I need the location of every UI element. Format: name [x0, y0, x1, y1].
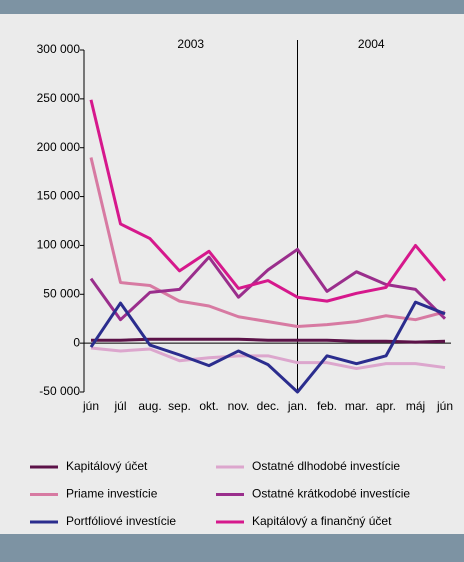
series-line	[89, 99, 447, 303]
legend-label: Priame investície	[66, 487, 158, 501]
x-tick-label: apr.	[376, 399, 396, 413]
series-line	[89, 247, 447, 322]
y-tick-label: 50 000	[43, 286, 80, 300]
y-tick-label: -50 000	[39, 384, 80, 398]
legend-label: Portfóliové investície	[66, 514, 176, 528]
x-tick-label: jún	[436, 399, 453, 413]
series-line	[90, 346, 446, 371]
x-tick-label: mar.	[345, 399, 368, 413]
x-tick-label: júl	[113, 399, 126, 413]
x-tick-label: máj	[406, 399, 425, 413]
y-tick-label: 0	[73, 335, 80, 349]
y-tick-label: 300 000	[37, 42, 81, 56]
year-label: 2003	[177, 37, 204, 51]
x-tick-label: nov.	[228, 399, 250, 413]
y-tick-label: 100 000	[37, 238, 81, 252]
x-tick-label: jún	[82, 399, 99, 413]
year-label: 2004	[358, 37, 385, 51]
y-tick-label: 200 000	[37, 140, 81, 154]
legend-label: Kapitálový a finančný účet	[252, 514, 392, 528]
x-tick-label: aug.	[138, 399, 161, 413]
series-line	[89, 300, 446, 394]
x-tick-label: okt.	[199, 399, 218, 413]
x-tick-label: jan.	[287, 399, 307, 413]
top-band	[0, 0, 464, 14]
x-tick-label: sep.	[168, 399, 191, 413]
series-line	[89, 157, 446, 329]
x-tick-label: feb.	[317, 399, 337, 413]
y-tick-label: 150 000	[37, 189, 81, 203]
legend-label: Kapitálový účet	[66, 459, 148, 473]
y-tick-label: 250 000	[37, 91, 81, 105]
legend-label: Ostatné dlhodobé investície	[252, 459, 400, 473]
x-tick-label: dec.	[257, 399, 280, 413]
bottom-band	[0, 534, 464, 562]
legend-label: Ostatné krátkodobé investície	[252, 487, 410, 501]
series-line	[91, 337, 446, 344]
